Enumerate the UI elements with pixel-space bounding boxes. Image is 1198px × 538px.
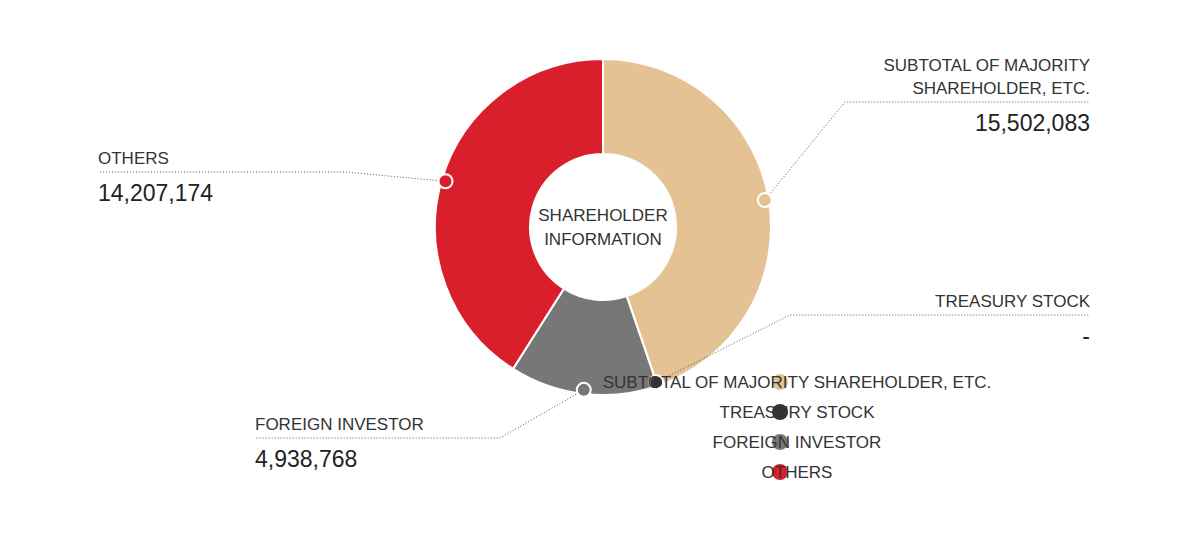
- svg-text:15,502,083: 15,502,083: [975, 110, 1090, 136]
- svg-text:TREASURY STOCK: TREASURY STOCK: [720, 403, 876, 422]
- svg-text:14,207,174: 14,207,174: [98, 180, 213, 206]
- svg-text:-: -: [1082, 323, 1090, 349]
- svg-text:FOREIGN INVESTOR: FOREIGN INVESTOR: [713, 433, 882, 452]
- svg-text:SHAREHOLDERINFORMATION: SHAREHOLDERINFORMATION: [538, 206, 667, 249]
- svg-text:4,938,768: 4,938,768: [255, 446, 357, 472]
- svg-text:SUBTOTAL OF MAJORITYSHAREHOLDE: SUBTOTAL OF MAJORITYSHAREHOLDER, ETC.: [883, 56, 1090, 98]
- svg-text:OTHERS: OTHERS: [762, 463, 833, 482]
- svg-text:TREASURY STOCK: TREASURY STOCK: [935, 292, 1091, 311]
- svg-text:FOREIGN INVESTOR: FOREIGN INVESTOR: [255, 415, 424, 434]
- svg-text:SUBTOTAL OF MAJORITY SHAREHOLD: SUBTOTAL OF MAJORITY SHAREHOLDER, ETC.: [603, 373, 992, 392]
- svg-text:OTHERS: OTHERS: [98, 149, 169, 168]
